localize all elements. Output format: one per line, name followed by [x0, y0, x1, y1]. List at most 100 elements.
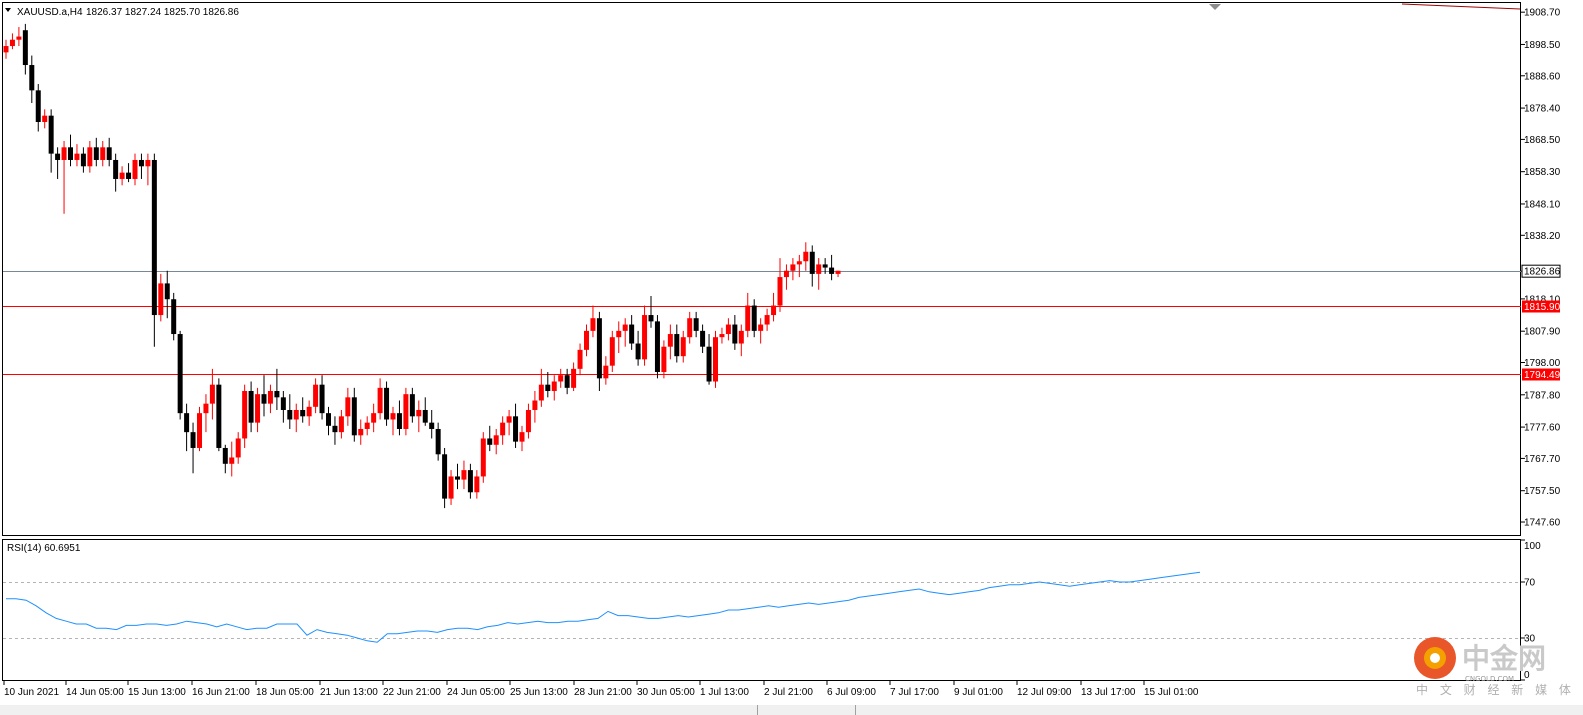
- candle: [429, 409, 435, 439]
- time-tick-label: 7 Jul 17:00: [890, 687, 939, 698]
- price-tick-label: 1767.70: [1524, 454, 1561, 465]
- candle: [138, 153, 144, 179]
- time-tick-label: 15 Jul 01:00: [1144, 687, 1199, 698]
- candle-body: [390, 413, 396, 420]
- candle-body: [693, 318, 699, 331]
- candle: [584, 324, 589, 357]
- candle-body: [248, 391, 254, 423]
- time-tick-label: 13 Jul 17:00: [1081, 687, 1136, 698]
- rsi-series: [6, 571, 1201, 643]
- candle: [687, 311, 693, 344]
- candle-body: [306, 406, 312, 417]
- candle-body: [190, 432, 196, 448]
- candle-body: [255, 394, 261, 423]
- time-tick-label: 21 Jun 13:00: [320, 687, 378, 698]
- candle-body: [590, 318, 596, 331]
- candle: [816, 258, 822, 290]
- cngold-logo-core: [1430, 653, 1440, 663]
- candle-body: [158, 283, 164, 316]
- chart-header: XAUUSD.a,H4 1826.37 1827.24 1825.70 1826…: [5, 7, 239, 18]
- candle: [267, 384, 273, 414]
- candle-body: [16, 36, 22, 40]
- candle: [332, 416, 338, 445]
- candle: [738, 324, 744, 357]
- candle: [164, 270, 170, 319]
- time-tick-label: 9 Jul 01:00: [954, 687, 1003, 698]
- trend-line[interactable]: [1401, 3, 1521, 10]
- candle: [396, 400, 402, 436]
- candle-body: [371, 413, 377, 423]
- candle: [835, 270, 841, 278]
- candle: [100, 140, 106, 167]
- candle: [29, 55, 35, 104]
- candle-body: [409, 394, 415, 417]
- ohlc-values: 1826.37 1827.24 1825.70 1826.86: [86, 7, 239, 18]
- time-tick-label: 22 Jun 21:00: [383, 687, 441, 698]
- candle-body: [829, 267, 835, 274]
- candle: [229, 441, 235, 477]
- watermark-domain: CNGOLD.COM: [1465, 675, 1514, 683]
- candle-body: [113, 159, 119, 179]
- candle-body: [384, 387, 390, 420]
- candle: [442, 447, 448, 509]
- candle: [525, 403, 531, 439]
- rsi-plot-frame: [2, 539, 1521, 681]
- symbol-label: XAUUSD.a,H4: [17, 7, 83, 18]
- candle: [235, 432, 241, 464]
- candles: [3, 23, 841, 509]
- candle: [306, 400, 312, 426]
- candle-body: [771, 305, 777, 316]
- shift-marker-icon[interactable]: [1209, 4, 1221, 10]
- candle: [9, 33, 15, 50]
- candle: [474, 470, 480, 499]
- candle: [700, 324, 706, 354]
- rsi-line: [6, 571, 1201, 643]
- candle-body: [448, 476, 454, 499]
- candle: [293, 403, 299, 433]
- candle-body: [338, 416, 344, 433]
- candle-body: [216, 384, 222, 448]
- scroll-strip[interactable]: [0, 705, 1583, 715]
- candle-body: [35, 90, 41, 122]
- rsi-tick-label: 0: [1524, 670, 1530, 681]
- candle: [390, 406, 396, 436]
- candle-body: [525, 409, 531, 433]
- candle-body: [706, 346, 712, 382]
- candle: [248, 381, 254, 433]
- candle: [642, 305, 648, 366]
- time-tick-label: 2 Jul 21:00: [764, 687, 813, 698]
- candle-body: [267, 391, 273, 404]
- candle: [564, 368, 570, 395]
- candle: [455, 463, 460, 490]
- level-price-box: [1522, 368, 1560, 381]
- candle-body: [790, 264, 796, 271]
- candle: [680, 330, 686, 363]
- candle: [151, 153, 157, 347]
- candle: [751, 299, 757, 338]
- candle: [261, 375, 267, 417]
- time-tick-label: 24 Jun 05:00: [447, 687, 505, 698]
- candle: [796, 254, 802, 278]
- symbol-dropdown-icon[interactable]: [5, 8, 11, 12]
- rsi-axis: 100 70 30 0: [3, 539, 1541, 681]
- candle: [384, 381, 390, 426]
- candle-body: [571, 368, 577, 388]
- candle: [558, 368, 564, 388]
- candle-body: [642, 315, 648, 360]
- candle: [68, 134, 73, 167]
- watermark-tagline: 中 文 财 经 新 媒 体: [1416, 682, 1575, 697]
- time-tick-label: 6 Jul 09:00: [827, 687, 876, 698]
- candle: [777, 258, 783, 312]
- price-tick-label: 1747.60: [1524, 518, 1561, 529]
- rsi-label: RSI(14) 60.6951: [7, 543, 81, 554]
- candle-body: [564, 375, 570, 388]
- candle-body: [68, 147, 73, 160]
- candle-body: [229, 457, 235, 464]
- candle-body: [506, 416, 512, 423]
- rsi-tick-label: 100: [1524, 541, 1541, 552]
- candle: [654, 315, 660, 379]
- candle: [197, 406, 202, 452]
- candle: [435, 422, 441, 461]
- candle: [467, 463, 473, 499]
- candle: [480, 432, 486, 483]
